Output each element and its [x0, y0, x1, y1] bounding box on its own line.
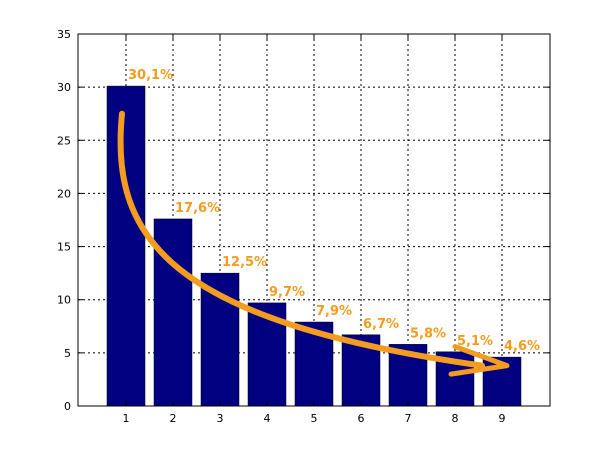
data-label-1: 30,1% — [128, 68, 173, 83]
trend-curve — [117, 110, 485, 369]
data-labels: 30,1% 17,6% 12,5%9,7% 7,9% 6,7% 5,8% 5,1% 4,6% — [128, 68, 540, 354]
x-tick-label: 9 — [499, 412, 506, 425]
data-label-6: 6,7% — [363, 317, 399, 332]
y-tick-label: 10 — [57, 294, 71, 307]
x-tick-label: 5 — [311, 412, 318, 425]
y-tick-label: 25 — [57, 134, 71, 147]
x-tick-labels: 1 2 3 4 5 6 7 8 9 — [123, 412, 506, 425]
x-tick-label: 2 — [170, 412, 177, 425]
data-label-7: 5,8% — [410, 326, 446, 341]
data-label-3: 12,5% — [222, 255, 267, 270]
data-label-8: 5,1% — [457, 334, 493, 349]
x-tick-label: 3 — [217, 412, 224, 425]
y-tick-label: 0 — [64, 400, 71, 413]
data-label-2: 17,6% — [175, 201, 220, 216]
y-tick-label: 15 — [57, 241, 71, 254]
axis-ticks — [78, 33, 550, 407]
bars — [106, 85, 522, 407]
y-tick-label: 20 — [57, 187, 71, 200]
y-tick-label: 35 — [57, 28, 71, 41]
x-tick-label: 4 — [264, 412, 271, 425]
x-tick-label: 6 — [358, 412, 365, 425]
x-tick-label: 1 — [123, 412, 130, 425]
trend-arrow — [117, 110, 510, 377]
data-label-4: 9,7% — [269, 285, 305, 300]
y-tick-label: 5 — [64, 347, 71, 360]
trend-arrowhead — [448, 343, 510, 377]
x-tick-label: 8 — [452, 412, 459, 425]
data-label-9: 4,6% — [504, 339, 540, 354]
data-label-5: 7,9% — [316, 304, 352, 319]
y-tick-labels: 0 5 10 15 20 25 30 35 — [57, 28, 71, 413]
bar-1 — [106, 85, 146, 407]
y-tick-label: 30 — [57, 81, 71, 94]
x-tick-label: 7 — [405, 412, 412, 425]
